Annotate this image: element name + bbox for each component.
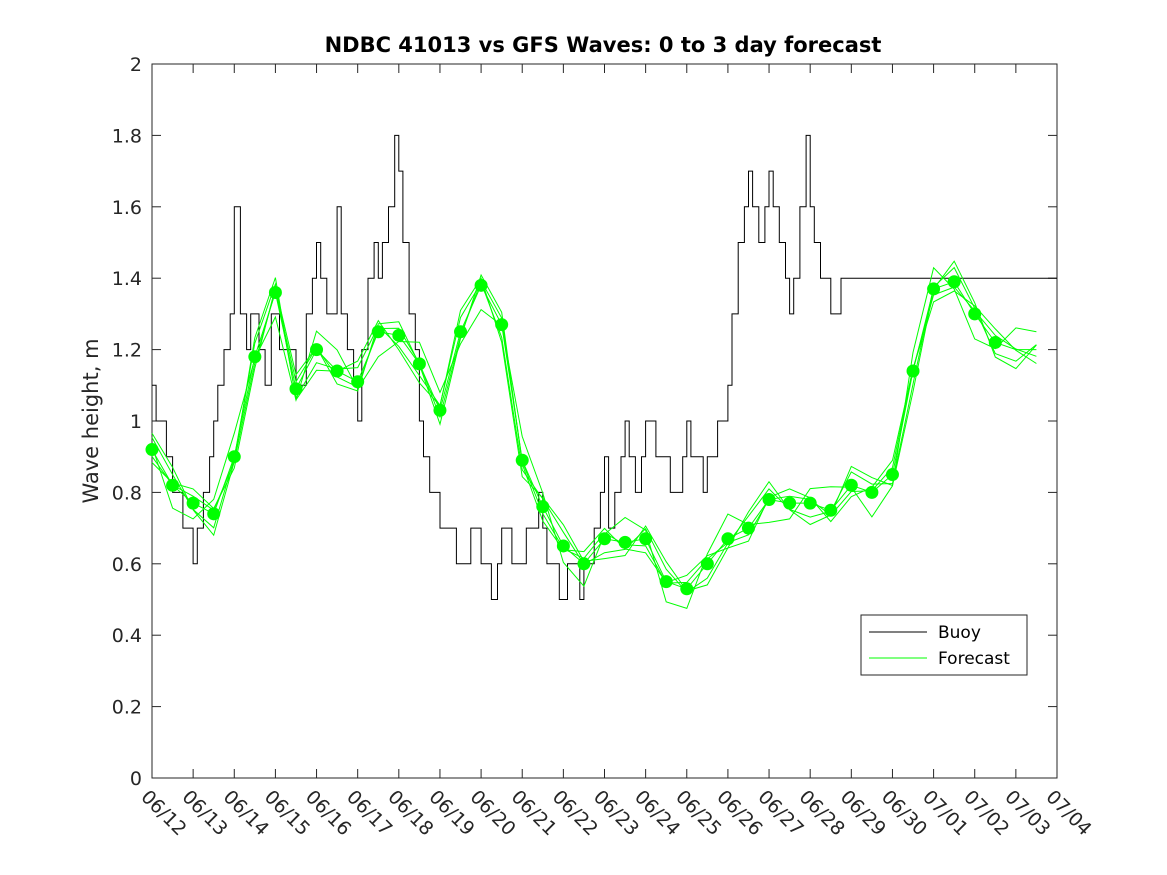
forecast-point [166, 478, 180, 492]
forecast-series-line [151, 273, 1037, 584]
y-axis-label: Wave height, m [79, 338, 103, 503]
y-tick-label: 0.6 [112, 554, 142, 576]
forecast-point [803, 496, 817, 510]
forecast-point [412, 357, 426, 371]
legend: Buoy Forecast [860, 614, 1028, 676]
legend-box [860, 614, 1028, 676]
forecast-point [392, 328, 406, 342]
forecast-point [824, 503, 838, 517]
y-tick-label: 0.8 [112, 482, 142, 504]
chart-title: NDBC 41013 vs GFS Waves: 0 to 3 day fore… [325, 33, 882, 57]
forecast-point [351, 375, 365, 389]
forecast-point [186, 496, 200, 510]
forecast-point [598, 532, 611, 546]
y-tick-label: 1.4 [112, 268, 142, 290]
forecast-point [721, 532, 735, 546]
forecast-point [330, 364, 344, 378]
forecast-point [988, 335, 1002, 349]
y-tick-label: 1.8 [112, 125, 142, 147]
forecast-point [783, 496, 797, 510]
forecast-point [515, 453, 529, 467]
forecast-point [227, 450, 241, 464]
forecast-point [639, 532, 653, 546]
forecast-point [968, 307, 982, 321]
forecast-point [145, 443, 159, 457]
buoy-series-line [152, 134, 1057, 600]
plot-area: 00.20.40.60.811.21.41.61.8206/1206/1306/… [112, 54, 1096, 840]
forecast-point [268, 285, 282, 299]
forecast-point [885, 468, 899, 482]
y-tick-label: 0 [130, 768, 142, 790]
forecast-point [947, 275, 961, 289]
y-tick-label: 0.4 [112, 625, 142, 647]
legend-label: Forecast [938, 649, 1010, 669]
forecast-point [741, 521, 755, 535]
forecast-point [207, 507, 221, 521]
forecast-point [536, 500, 550, 514]
forecast-point [618, 535, 632, 549]
forecast-point [700, 557, 714, 571]
legend-label: Buoy [938, 623, 981, 643]
forecast-point [310, 343, 324, 357]
forecast-point [289, 382, 303, 396]
forecast-point [495, 318, 509, 332]
forecast-point [906, 364, 920, 378]
forecast-point [680, 582, 694, 596]
forecast-point [844, 478, 858, 492]
forecast-point [556, 539, 570, 553]
y-tick-label: 2 [130, 54, 142, 76]
forecast-point [433, 403, 447, 417]
forecast-point [659, 575, 673, 589]
y-tick-label: 1 [130, 411, 142, 433]
y-tick-label: 1.2 [112, 340, 142, 362]
forecast-point [577, 557, 591, 571]
forecast-point [474, 278, 488, 292]
forecast-point [454, 325, 468, 339]
forecast-point [762, 493, 776, 507]
y-tick-label: 1.6 [112, 197, 142, 219]
y-tick-label: 0.2 [112, 697, 142, 719]
forecast-point [865, 485, 879, 499]
forecast-point [927, 282, 941, 296]
forecast-series-line [151, 260, 1037, 592]
forecast-point [248, 350, 262, 364]
forecast-point [371, 325, 385, 339]
